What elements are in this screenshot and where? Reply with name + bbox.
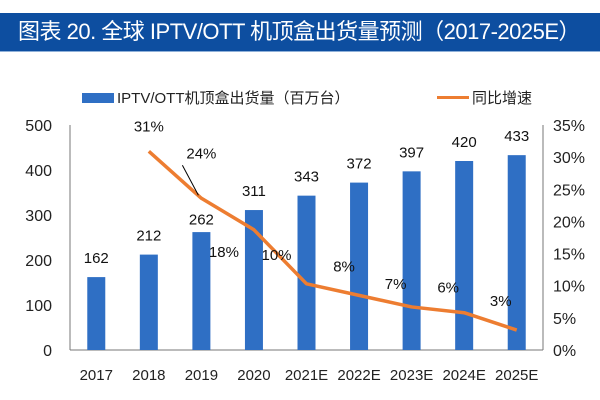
growth-data-label: 7% xyxy=(385,276,407,293)
bar-data-label: 433 xyxy=(504,128,529,145)
legend-swatch-line xyxy=(437,96,469,99)
x-tick-label: 2023E xyxy=(390,367,433,384)
bar-data-label: 162 xyxy=(84,250,109,267)
label-leader-line xyxy=(181,165,199,196)
growth-data-label: 24% xyxy=(186,145,216,162)
bar xyxy=(350,182,369,350)
right-tick-label: 35% xyxy=(553,118,585,135)
bar-data-label: 420 xyxy=(452,134,477,151)
left-tick-label: 500 xyxy=(25,118,52,135)
x-tick-label: 2020 xyxy=(237,367,270,384)
bar-data-label: 262 xyxy=(189,211,214,228)
legend: IPTV/OTT机顶盒出货量（百万台） 同比增速 xyxy=(0,83,600,109)
left-tick-label: 400 xyxy=(25,163,52,180)
growth-data-label: 18% xyxy=(209,244,239,261)
title-divider xyxy=(0,51,600,52)
x-tick-label: 2017 xyxy=(80,367,113,384)
legend-item-growth: 同比增速 xyxy=(437,87,532,108)
right-tick-label: 20% xyxy=(553,214,585,231)
bar xyxy=(244,210,263,350)
bar-data-label: 311 xyxy=(242,183,266,200)
x-tick-label: 2021E xyxy=(285,367,328,384)
right-tick-label: 5% xyxy=(553,311,576,328)
left-tick-label: 100 xyxy=(25,298,52,315)
left-tick-label: 0 xyxy=(43,343,52,360)
legend-swatch-bar xyxy=(82,92,114,103)
chart-title: 图表 20. 全球 IPTV/OTT 机顶盒出货量预测（2017-2025E） xyxy=(0,13,600,51)
x-tick-label: 2018 xyxy=(132,367,165,384)
x-tick-label: 2024E xyxy=(442,367,485,384)
growth-data-label: 10% xyxy=(261,247,291,264)
bar-data-label: 397 xyxy=(399,144,424,161)
bar-data-label: 372 xyxy=(347,156,372,173)
legend-label-growth: 同比增速 xyxy=(472,90,533,107)
bar xyxy=(87,277,106,350)
growth-line xyxy=(147,150,518,332)
right-tick-label: 15% xyxy=(553,247,585,264)
left-tick-label: 200 xyxy=(25,253,52,270)
bar xyxy=(402,171,421,350)
x-tick-label: 2025E xyxy=(495,367,538,384)
bar xyxy=(297,195,316,350)
bar-data-label: 212 xyxy=(136,228,161,245)
legend-label-shipments: IPTV/OTT机顶盒出货量（百万台） xyxy=(117,90,350,107)
x-tick-label: 2022E xyxy=(337,367,380,384)
bar xyxy=(139,254,158,350)
bar xyxy=(455,161,474,350)
growth-data-label: 8% xyxy=(333,258,355,275)
right-tick-label: 10% xyxy=(553,279,585,296)
right-tick-label: 0% xyxy=(553,343,576,360)
bar-data-label: 343 xyxy=(294,169,319,186)
bar xyxy=(507,155,526,350)
bar xyxy=(192,232,211,350)
growth-data-label: 6% xyxy=(437,280,459,297)
growth-data-label: 31% xyxy=(134,118,164,135)
right-tick-label: 25% xyxy=(553,182,585,199)
left-tick-label: 300 xyxy=(25,208,52,225)
growth-data-label: 3% xyxy=(490,293,512,310)
x-tick-label: 2019 xyxy=(185,367,218,384)
right-tick-label: 30% xyxy=(553,150,585,167)
legend-item-shipments: IPTV/OTT机顶盒出货量（百万台） xyxy=(82,87,350,108)
